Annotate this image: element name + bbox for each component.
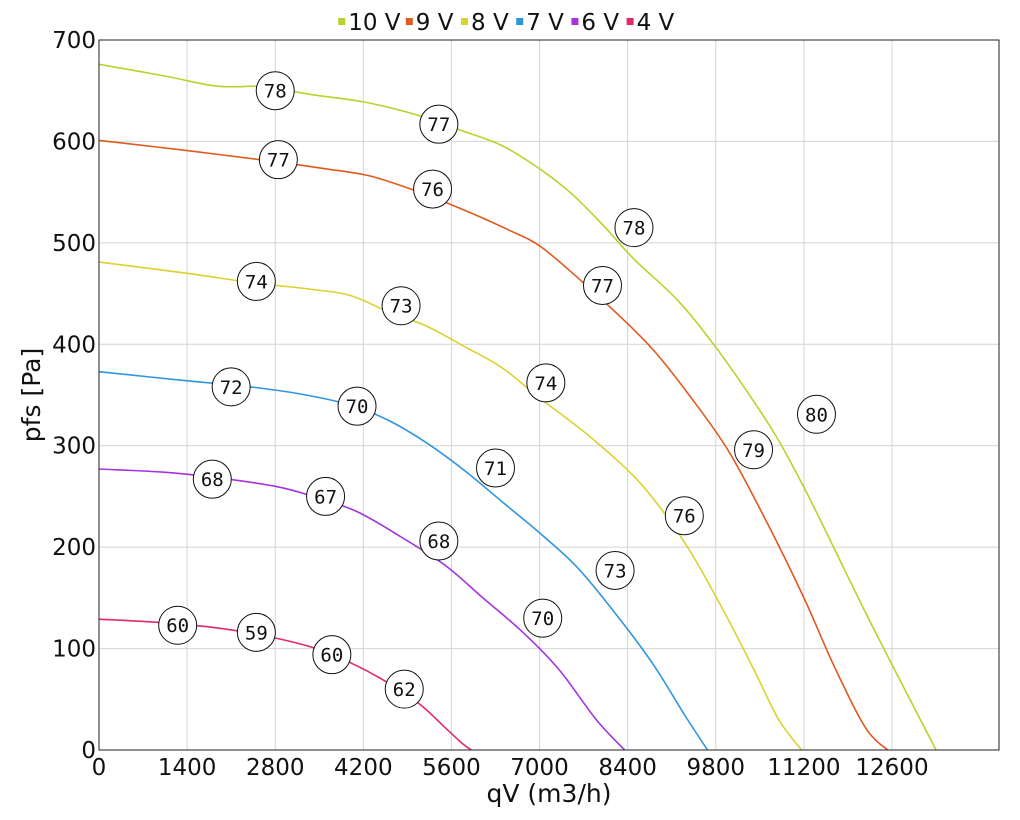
efficiency-label: 60 (166, 615, 189, 637)
legend-label: 4 V (637, 10, 675, 36)
efficiency-marker (236, 612, 276, 652)
legend-item[interactable]: 10 V (338, 10, 401, 36)
legend-swatch (338, 18, 346, 25)
efficiency-label: 77 (267, 150, 290, 172)
legend-swatch (461, 18, 468, 25)
efficiency-marker (258, 140, 298, 180)
efficiency-marker (523, 598, 563, 638)
efficiency-label: 68 (201, 469, 224, 491)
efficiency-marker (413, 169, 453, 209)
efficiency-label: 62 (393, 679, 416, 701)
efficiency-marker (734, 430, 774, 470)
efficiency-label: 77 (427, 114, 450, 136)
x-tick-label: 5600 (422, 755, 481, 781)
legend-item[interactable]: 4 V (626, 10, 675, 36)
legend-label: 6 V (581, 10, 619, 36)
x-tick-label: 11200 (767, 755, 840, 781)
efficiency-label: 74 (245, 271, 268, 293)
series-line (99, 139, 890, 750)
efficiency-marker (158, 605, 198, 645)
efficiency-label: 77 (591, 275, 614, 297)
data-labels: 78 77 78 80 77 76 77 79 74 73 74 76 72 70 71 73 68 67 68 70… (158, 71, 836, 709)
efficiency-marker (582, 265, 622, 305)
efficiency-marker (211, 367, 251, 407)
legend-label: 9 V (416, 10, 454, 36)
efficiency-label: 60 (320, 645, 343, 667)
efficiency-label: 70 (346, 396, 369, 418)
legend-label: 10 V (348, 10, 401, 36)
efficiency-marker (255, 71, 295, 111)
legend-item[interactable]: 7 V (516, 10, 564, 36)
efficiency-label: 71 (484, 458, 507, 480)
efficiency-label: 74 (534, 373, 557, 395)
x-tick-label: 8400 (598, 755, 657, 781)
x-axis-title: qV (m3/h) (487, 779, 612, 808)
x-tick-label: 12600 (855, 755, 928, 781)
efficiency-label: 68 (427, 531, 450, 553)
efficiency-label: 70 (531, 608, 554, 630)
y-tick-label: 0 (81, 738, 96, 764)
series-line (99, 261, 803, 750)
y-tick-label: 100 (52, 637, 96, 663)
y-tick-label: 400 (52, 332, 96, 358)
efficiency-marker (306, 476, 346, 516)
y-tick-label: 700 (52, 28, 96, 54)
plot-frame (98, 39, 1000, 751)
legend-swatch (571, 18, 579, 25)
efficiency-marker (614, 208, 654, 248)
efficiency-label: 76 (673, 506, 696, 528)
legend-label: 8 V (471, 10, 509, 36)
efficiency-marker (381, 286, 421, 326)
y-axis-title: pfs [Pa] (17, 348, 46, 442)
x-tick-label: 1400 (158, 755, 217, 781)
series-line (99, 370, 709, 750)
y-tick-label: 600 (52, 129, 96, 155)
efficiency-marker (236, 261, 276, 301)
y-tick-label: 200 (52, 535, 96, 561)
legend-swatch (516, 18, 524, 25)
efficiency-marker (476, 448, 516, 488)
efficiency-marker (384, 669, 424, 709)
y-tick-label: 500 (52, 231, 96, 257)
legend-item[interactable]: 8 V (461, 10, 509, 36)
efficiency-marker (192, 459, 232, 499)
tick-labels: 0 1400 2800 4200 5600 7000 8400 9800 11200 12600 0… (52, 28, 928, 781)
efficiency-label: 78 (264, 81, 287, 103)
legend-label: 7 V (526, 10, 564, 36)
efficiency-marker (312, 635, 352, 675)
legend-item[interactable]: 6 V (571, 10, 619, 36)
x-tick-label: 4200 (334, 755, 393, 781)
efficiency-marker (337, 386, 377, 426)
x-tick-label: 7000 (510, 755, 569, 781)
efficiency-label: 76 (421, 179, 444, 201)
legend[interactable]: 10 V 9 V 8 V 7 V 6 V 4 V (338, 10, 675, 36)
y-tick-label: 300 (52, 434, 96, 460)
efficiency-marker (526, 363, 566, 403)
efficiency-label: 72 (220, 377, 243, 399)
legend-swatch (405, 18, 413, 25)
efficiency-label: 78 (623, 218, 646, 240)
x-tick-label: 2800 (246, 755, 305, 781)
efficiency-marker (796, 394, 836, 434)
efficiency-label: 79 (742, 440, 765, 462)
efficiency-label: 80 (805, 404, 828, 426)
efficiency-label: 67 (314, 486, 337, 508)
efficiency-label: 73 (604, 560, 627, 582)
x-tick-label: 9800 (687, 755, 746, 781)
x-tick-label: 0 (92, 755, 107, 781)
efficiency-label: 59 (245, 622, 268, 644)
efficiency-marker (419, 521, 459, 561)
efficiency-marker (664, 496, 704, 536)
legend-item[interactable]: 9 V (405, 10, 454, 36)
efficiency-marker (419, 104, 459, 144)
efficiency-label: 73 (390, 296, 413, 318)
legend-swatch (626, 18, 634, 25)
efficiency-marker (595, 550, 635, 590)
